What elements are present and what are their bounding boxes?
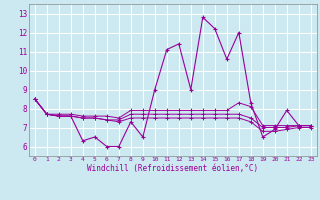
X-axis label: Windchill (Refroidissement éolien,°C): Windchill (Refroidissement éolien,°C)	[87, 164, 258, 173]
